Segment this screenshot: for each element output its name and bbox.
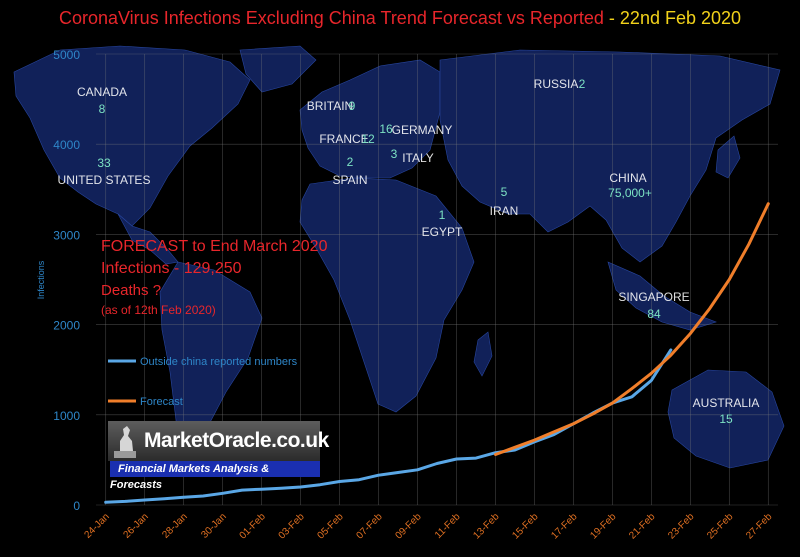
series-line-forecast	[494, 202, 770, 456]
y-tick-label: 2000	[53, 319, 80, 333]
map-greenland	[239, 45, 317, 93]
map-value-britain: 9	[349, 99, 356, 113]
map-value-australia: 15	[719, 412, 733, 426]
x-tick-label: 11-Feb	[433, 511, 463, 541]
map-value-iran: 5	[501, 185, 508, 199]
forecast-line-4: (as of 12th Feb 2020)	[101, 303, 216, 317]
map-asia	[439, 49, 781, 263]
map-value-singapore: 84	[647, 307, 661, 321]
map-value-china: 75,000+	[608, 186, 652, 200]
x-tick-label: 17-Feb	[549, 511, 579, 541]
x-tick-label: 01-Feb	[238, 511, 268, 541]
series-group	[104, 202, 770, 504]
world-map	[13, 45, 785, 471]
map-africa	[299, 177, 475, 413]
x-tick-label: 07-Feb	[354, 511, 384, 541]
y-tick-label: 0	[73, 499, 80, 513]
legend-label: Forecast	[140, 396, 183, 408]
forecast-line-3: Deaths ?	[101, 282, 162, 299]
map-value-egypt: 1	[439, 208, 446, 222]
map-label-egypt: EGYPT	[422, 225, 463, 239]
map-value-spain: 2	[347, 155, 354, 169]
map-japan	[715, 135, 741, 179]
chart-title-main: CoronaVirus Infections Excluding China T…	[58, 8, 604, 28]
map-label-china: CHINA	[609, 171, 646, 185]
logo-brand-text: MarketOracle.co.uk	[144, 429, 329, 452]
x-tick-label: 27-Feb	[744, 511, 774, 541]
map-label-russia: RUSSIA	[534, 77, 579, 91]
x-tick-label: 13-Feb	[471, 511, 501, 541]
x-tick-label: 24-Jan	[82, 511, 111, 540]
map-label-singapore: SINGAPORE	[618, 290, 689, 304]
x-tick-label: 25-Feb	[705, 511, 735, 541]
x-tick-label: 03-Feb	[277, 511, 307, 541]
map-label-australia: AUSTRALIA	[693, 396, 760, 410]
thinker-statue-icon	[114, 426, 136, 458]
map-value-canada: 8	[99, 102, 106, 116]
y-axis-label: Infections	[36, 260, 46, 299]
forecast-line-1: FORECAST to End March 2020	[101, 238, 328, 255]
map-europe	[299, 59, 441, 179]
map-value-russia: 2	[579, 77, 586, 91]
map-label-italy: ITALY	[402, 151, 434, 165]
x-tick-label: 26-Jan	[121, 511, 150, 540]
marketoracle-logo: MarketOracle.co.uk Financial Markets Ana…	[108, 421, 329, 491]
map-value-italy: 3	[391, 147, 398, 161]
y-tick-label: 5000	[53, 48, 80, 62]
chart-title-date: - 22nd Feb 2020	[603, 8, 742, 28]
map-label-spain: SPAIN	[332, 173, 367, 187]
y-tick-label: 1000	[53, 409, 80, 423]
x-tick-label: 19-Feb	[588, 511, 618, 541]
x-tick-label: 21-Feb	[627, 511, 657, 541]
map-value-germany: 16	[379, 122, 393, 136]
x-tick-label: 05-Feb	[316, 511, 346, 541]
x-tick-label: 28-Jan	[160, 511, 189, 540]
chart-title: CoronaVirus Infections Excluding China T…	[0, 8, 800, 29]
grid-lines	[96, 53, 778, 506]
map-madagascar	[473, 331, 493, 377]
map-label-canada: CANADA	[77, 85, 127, 99]
y-tick-label: 3000	[53, 228, 80, 242]
map-label-france: FRANCE	[319, 132, 368, 146]
x-tick-label: 15-Feb	[510, 511, 540, 541]
map-label-united-states: UNITED STATES	[58, 173, 151, 187]
forecast-annotation: FORECAST to End March 2020 Infections - …	[101, 236, 327, 318]
legend-label: Outside china reported numbers	[140, 356, 298, 368]
legend: Outside china reported numbers Forecast	[108, 356, 298, 408]
map-value-france: 12	[361, 132, 375, 146]
logo-brand-bar: MarketOracle.co.uk	[108, 421, 329, 461]
map-southeast-asia	[607, 261, 717, 331]
logo-tagline: Financial Markets Analysis & Forecasts	[110, 461, 320, 491]
map-label-germany: GERMANY	[392, 123, 453, 137]
x-tick-label: 23-Feb	[666, 511, 696, 541]
forecast-line-2: Infections - 129,250	[101, 260, 242, 277]
map-label-iran: IRAN	[490, 204, 519, 218]
x-tick-label: 30-Jan	[199, 511, 228, 540]
map-label-britain: BRITAIN	[307, 99, 353, 113]
y-tick-label: 4000	[53, 138, 80, 152]
map-value-united-states: 33	[97, 156, 111, 170]
x-tick-label: 09-Feb	[393, 511, 423, 541]
map-north-america	[13, 45, 251, 227]
